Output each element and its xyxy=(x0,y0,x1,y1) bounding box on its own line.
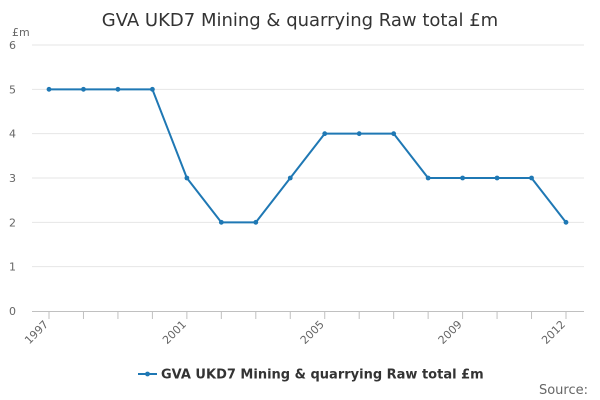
y-tick-label: 6 xyxy=(9,39,16,52)
data-point xyxy=(46,86,52,92)
x-tick-label: 2001 xyxy=(160,318,189,347)
series-layer xyxy=(46,86,569,225)
x-tick-label: 2009 xyxy=(436,318,465,347)
x-tick-label: 2012 xyxy=(539,318,568,347)
x-tick-label: 1997 xyxy=(22,318,51,347)
series-line xyxy=(48,88,567,224)
y-tick-label: 1 xyxy=(9,261,16,274)
y-axis-unit-label: £m xyxy=(12,26,30,39)
legend-series-marker xyxy=(145,371,150,377)
axes: 0 1 2 3 4 5 6 1997 2001 2005 2009 2012 xyxy=(9,39,584,347)
data-point xyxy=(356,131,362,137)
y-tick-label: 4 xyxy=(9,128,16,141)
data-point xyxy=(253,219,259,225)
data-point xyxy=(287,175,293,181)
legend: GVA UKD7 Mining & quarrying Raw total £m xyxy=(138,368,484,383)
data-point xyxy=(184,175,190,181)
data-point xyxy=(115,86,121,92)
data-point xyxy=(494,175,500,181)
y-tick-label: 2 xyxy=(9,216,16,229)
y-tick-label: 0 xyxy=(9,305,16,318)
data-point xyxy=(563,219,569,225)
y-tick-label: 5 xyxy=(9,83,16,96)
data-point xyxy=(81,86,86,92)
data-point xyxy=(150,86,155,92)
data-point xyxy=(322,131,328,137)
x-tick-label: 2005 xyxy=(298,318,327,347)
data-point xyxy=(218,219,224,225)
data-point xyxy=(391,131,397,137)
y-tick-label: 3 xyxy=(9,172,16,185)
data-point xyxy=(460,175,465,181)
chart-title: GVA UKD7 Mining & quarrying Raw total £m xyxy=(102,10,498,31)
legend-series-label: GVA UKD7 Mining & quarrying Raw total £m xyxy=(161,368,484,383)
data-point xyxy=(425,175,431,181)
source-label: Source: xyxy=(539,383,588,398)
data-point xyxy=(529,175,534,181)
